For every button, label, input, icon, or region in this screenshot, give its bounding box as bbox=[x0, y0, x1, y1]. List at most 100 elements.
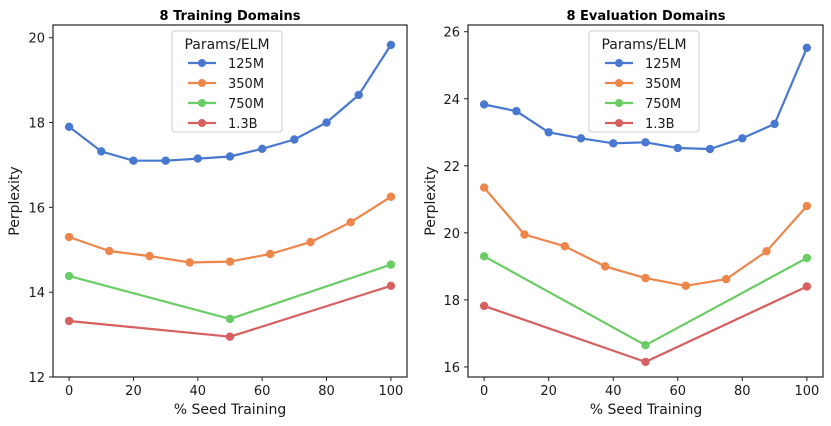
data-point-125M bbox=[225, 152, 235, 161]
series-line-750M bbox=[68, 263, 392, 320]
data-point-350M bbox=[641, 273, 650, 283]
legend-box bbox=[588, 30, 700, 133]
y-tick-label: 20 bbox=[28, 32, 45, 47]
data-point-350M bbox=[560, 242, 570, 251]
data-point-125M bbox=[322, 118, 331, 127]
legend-marker bbox=[615, 59, 623, 67]
data-point-350M bbox=[346, 218, 355, 227]
legend-marker bbox=[198, 79, 206, 87]
x-axis-label: % Seed Training bbox=[590, 402, 702, 418]
y-axis-label: Perplexity bbox=[423, 166, 439, 235]
series-line-1.3B bbox=[68, 284, 392, 338]
chart-title: 8 Training Domains bbox=[160, 9, 301, 24]
legend-items: 125M 350M 750M 1.3B bbox=[605, 57, 681, 132]
axis-ticks: 0 20 40 60 80 100 16 18 20 22 24 26 bbox=[443, 26, 819, 399]
legend-marker bbox=[198, 59, 206, 67]
y-tick-label: 20 bbox=[443, 227, 460, 242]
legend: Params/ELM 125M 350M 750M 1.3B bbox=[171, 30, 283, 133]
data-point-350M bbox=[721, 274, 731, 284]
plot-frame bbox=[467, 24, 824, 378]
legend-box bbox=[171, 30, 283, 133]
data-point-125M bbox=[673, 143, 682, 153]
legend-label: 125M bbox=[645, 57, 681, 72]
x-tick-label: 40 bbox=[190, 384, 207, 399]
data-point-125M bbox=[386, 40, 396, 50]
y-tick-label: 14 bbox=[28, 286, 45, 301]
data-point-350M bbox=[479, 183, 489, 192]
data-point-350M bbox=[266, 249, 275, 259]
x-tick-label: 40 bbox=[605, 384, 622, 399]
data-point-125M bbox=[479, 100, 489, 109]
y-tick-label: 16 bbox=[28, 201, 45, 216]
data-point-750M bbox=[641, 340, 650, 350]
legend-label: 350M bbox=[228, 77, 264, 92]
x-tick-label: 20 bbox=[125, 384, 142, 399]
x-tick-label: 60 bbox=[669, 384, 686, 399]
data-point-750M bbox=[802, 253, 812, 263]
data-point-125M bbox=[544, 128, 553, 137]
legend: Params/ELM 125M 350M 750M 1.3B bbox=[588, 30, 700, 133]
data-point-125M bbox=[802, 43, 812, 52]
series-lines bbox=[64, 40, 396, 341]
legend-marker bbox=[198, 99, 206, 107]
y-tick-label: 26 bbox=[443, 26, 460, 41]
legend-label: 125M bbox=[228, 57, 264, 72]
data-point-1.3B bbox=[64, 316, 74, 326]
data-point-1.3B bbox=[641, 357, 650, 367]
data-point-750M bbox=[386, 260, 396, 269]
series-line-750M bbox=[483, 255, 808, 347]
legend-label: 1.3B bbox=[645, 117, 675, 132]
data-point-1.3B bbox=[225, 332, 235, 341]
x-tick-label: 100 bbox=[794, 384, 819, 399]
data-point-125M bbox=[129, 156, 138, 165]
data-point-350M bbox=[306, 237, 315, 247]
x-tick-label: 60 bbox=[254, 384, 271, 399]
legend-marker bbox=[615, 119, 623, 127]
data-point-125M bbox=[354, 90, 363, 100]
legend-title: Params/ELM bbox=[184, 37, 269, 53]
training-domains-chart: 8 Training Domains 0 20 40 60 80 100 12 14 16 18 2… bbox=[7, 9, 408, 418]
x-tick-label: 80 bbox=[734, 384, 751, 399]
plot-frame bbox=[52, 24, 408, 378]
data-point-125M bbox=[705, 144, 715, 154]
data-point-350M bbox=[185, 258, 194, 267]
x-tick-label: 0 bbox=[480, 384, 488, 399]
y-tick-label: 22 bbox=[443, 160, 460, 175]
data-point-125M bbox=[576, 134, 586, 143]
x-tick-label: 100 bbox=[378, 384, 403, 399]
y-tick-label: 24 bbox=[443, 93, 460, 108]
series-lines bbox=[479, 43, 812, 367]
series-line-350M bbox=[483, 186, 808, 287]
data-point-125M bbox=[641, 138, 650, 147]
y-tick-label: 18 bbox=[443, 294, 460, 309]
legend-label: 750M bbox=[228, 97, 264, 112]
legend-title: Params/ELM bbox=[601, 37, 686, 53]
data-point-350M bbox=[802, 201, 812, 211]
data-point-350M bbox=[600, 262, 610, 271]
data-point-350M bbox=[520, 230, 529, 239]
chart-title: 8 Evaluation Domains bbox=[566, 9, 725, 24]
x-axis-label: % Seed Training bbox=[174, 402, 286, 418]
data-point-125M bbox=[161, 156, 170, 165]
data-point-350M bbox=[681, 281, 691, 291]
y-tick-label: 18 bbox=[28, 117, 45, 132]
data-point-125M bbox=[193, 154, 203, 163]
x-tick-label: 80 bbox=[318, 384, 335, 399]
data-point-125M bbox=[64, 122, 74, 131]
data-point-750M bbox=[64, 271, 74, 281]
data-point-350M bbox=[145, 251, 154, 261]
y-tick-label: 16 bbox=[443, 361, 460, 376]
data-point-1.3B bbox=[386, 281, 396, 291]
legend-marker bbox=[198, 119, 206, 127]
x-tick-label: 0 bbox=[65, 384, 73, 399]
data-point-125M bbox=[97, 147, 106, 156]
data-point-1.3B bbox=[479, 301, 489, 311]
legend-label: 350M bbox=[645, 77, 681, 92]
evaluation-domains-chart: 8 Evaluation Domains 0 20 40 60 80 100 16 18 20 2… bbox=[423, 9, 824, 418]
data-point-125M bbox=[290, 135, 299, 144]
data-point-125M bbox=[770, 119, 779, 129]
data-point-350M bbox=[386, 192, 396, 201]
data-point-125M bbox=[609, 139, 618, 148]
legend-label: 1.3B bbox=[228, 117, 258, 132]
